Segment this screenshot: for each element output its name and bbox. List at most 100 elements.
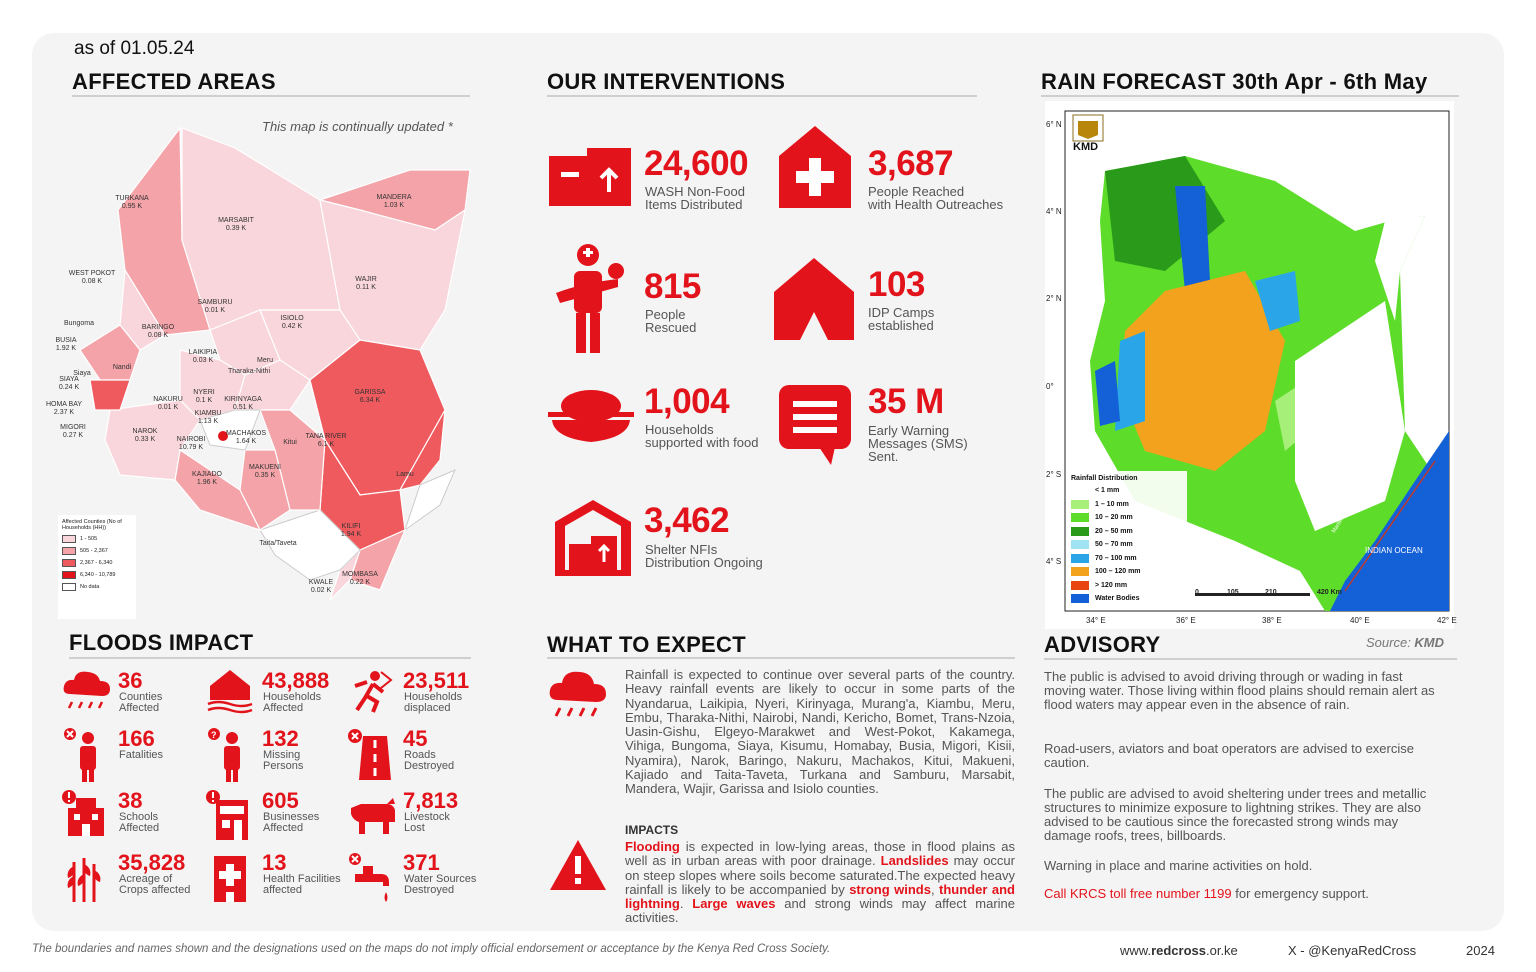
legend-swatch <box>62 583 76 591</box>
rainfall-legend-label: < 1 mm <box>1095 487 1120 495</box>
county-label: MANDERA 1.03 K <box>376 194 411 210</box>
county-value: 0.01 K <box>157 404 179 411</box>
impacts-text: , <box>930 881 940 897</box>
county-busia <box>79 324 141 381</box>
county-value: 0.51 K <box>232 404 254 411</box>
footer-x-handle[interactable]: X - @KenyaRedCross <box>1288 943 1417 958</box>
county-label: MAKUENI 0.35 K <box>249 464 281 480</box>
advisory-title: ADVISORY <box>1044 632 1161 657</box>
as-of-date: as of 01.05.24 <box>74 38 195 59</box>
county-nyeri <box>199 409 261 451</box>
interventions-title: OUR INTERVENTIONS <box>547 69 786 94</box>
impact-label: Households Affected <box>263 691 322 714</box>
rainfall-legend-row: 100 – 120 mm <box>1071 565 1141 579</box>
iv-value-health: 3,687 <box>868 144 954 183</box>
cow-icon <box>351 798 395 834</box>
school-alert-icon <box>62 790 104 836</box>
county-value: 1.64 K <box>235 438 257 445</box>
impact-value: 43,888 <box>262 668 330 693</box>
legend-row: 505 - 2,367 <box>62 547 132 555</box>
county-name: WAJIR <box>355 276 377 283</box>
rainfall-legend-swatch <box>1071 553 1089 563</box>
county-name: ISIOLO <box>280 315 304 322</box>
advisory-p3: The public are advised to avoid shelteri… <box>1044 786 1427 843</box>
rainfall-legend-label: 70 – 100 mm <box>1095 554 1137 562</box>
legend-swatch <box>62 547 76 555</box>
rainfall-legend: Rainfall Distribution < 1 mm 1 – 10 mm 10 … <box>1071 475 1141 606</box>
county-label: GARISSA 6.34 K <box>354 389 385 405</box>
county-value: 6.1 K <box>317 441 335 448</box>
rainfall-legend-title: Rainfall Distribution <box>1071 475 1138 482</box>
rain-forecast-map: KMD INDIAN OCEAN Maritime Boundary Rainf… <box>1045 101 1454 629</box>
impact-label: Livestock Lost <box>404 811 450 834</box>
toll-free-callout: Call KRCS toll free number 1199 <box>1044 886 1232 901</box>
scale-label: 105 <box>1227 589 1239 596</box>
legend-row: 2,367 - 6,340 <box>62 559 132 567</box>
longitude-tick: 40° E <box>1350 616 1370 625</box>
iv-label-camps: IDP Camps established <box>868 305 935 333</box>
county-label: KIRINYAGA 0.51 K <box>224 396 262 412</box>
iv-value-sms: 35 M <box>868 382 944 421</box>
rainfall-legend-row: 20 – 50 mm <box>1071 525 1141 539</box>
latitude-tick: 2° N <box>1046 294 1062 303</box>
county-narok <box>104 399 201 481</box>
impacts-subtitle: IMPACTS <box>625 823 679 837</box>
county-label: WAJIR 0.11 K <box>355 276 377 292</box>
county-label: KAJIADO 1.96 K <box>192 471 222 487</box>
rainfall-legend-row: 10 – 20 mm <box>1071 511 1141 525</box>
latitude-tick: 0° <box>1046 382 1054 391</box>
impact-value: 36 <box>118 668 143 693</box>
county-label: MACHAKOS 1.64 K <box>226 430 266 446</box>
county-value: 1.13 K <box>197 418 219 425</box>
forecast-rule <box>1041 95 1459 97</box>
county-name: MOMBASA <box>342 571 378 578</box>
county-name-plain: Lamu <box>396 471 414 478</box>
rainfall-legend-swatch <box>1071 499 1089 509</box>
floods-impact-rule <box>69 657 471 659</box>
rainfall-legend-swatch <box>1071 567 1089 577</box>
advisory-p4: Warning in place and marine activities o… <box>1044 858 1313 873</box>
county-label: ISIOLO 0.42 K <box>280 315 303 331</box>
footer-website[interactable]: www.redcross.or.ke <box>1120 943 1238 958</box>
rainfall-legend-label: 1 – 10 mm <box>1095 500 1129 508</box>
iv-value-food: 1,004 <box>644 382 730 421</box>
web-post: .or.ke <box>1205 943 1238 958</box>
county-name: GARISSA <box>354 389 386 396</box>
iv-label-rescued: People Rescued <box>645 307 697 335</box>
county-name: NYERI <box>193 389 215 396</box>
impact-label: Health Facilities affected <box>263 873 341 896</box>
legend-swatch <box>62 559 76 567</box>
footer-disclaimer: The boundaries and names shown and the d… <box>32 943 831 955</box>
county-label: HOMA BAY 2.37 K <box>46 401 82 417</box>
county-name: SAMBURU <box>197 299 233 306</box>
tent-icon <box>774 258 854 340</box>
county-label: SIAYA 0.24 K <box>59 376 79 392</box>
iv-value-wash: 24,600 <box>644 144 749 183</box>
county-value: 0.22 K <box>349 579 371 586</box>
strong-winds-highlight: strong winds <box>849 881 931 897</box>
county-name-plain: Taita/Taveta <box>259 540 297 547</box>
county-value: 0.02 K <box>310 587 332 594</box>
crops-icon <box>67 858 101 902</box>
county-value: 0.33 K <box>134 436 156 443</box>
county-value: 0.95 K <box>121 203 143 210</box>
tap-x-icon <box>349 853 389 902</box>
map-scale: 0 105 210 420 Km <box>1195 589 1342 607</box>
latitude-tick: 4° S <box>1046 557 1062 566</box>
longitude-tick: 42° E <box>1437 616 1457 625</box>
rainfall-legend-label: Water Bodies <box>1095 595 1140 603</box>
county-name-plain: Nandi <box>112 364 132 371</box>
rainfall-legend-row: Water Bodies <box>1071 592 1141 606</box>
county-value: 0.08 K <box>81 278 103 285</box>
county-name: TANA RIVER <box>305 433 347 440</box>
impact-value: 371 <box>403 850 440 875</box>
warehouse-icon <box>555 500 631 576</box>
affected-areas-title: AFFECTED AREAS <box>72 69 276 94</box>
county-label: MIGORI 0.27 K <box>60 424 86 440</box>
iv-value-rescued: 815 <box>644 267 701 306</box>
footer-year: 2024 <box>1466 943 1495 958</box>
impact-label: Households displaced <box>404 691 463 714</box>
impact-value: 13 <box>262 850 287 875</box>
county-value: 1.92 K <box>55 345 77 352</box>
county-label: NYERI 0.1 K <box>193 389 214 405</box>
